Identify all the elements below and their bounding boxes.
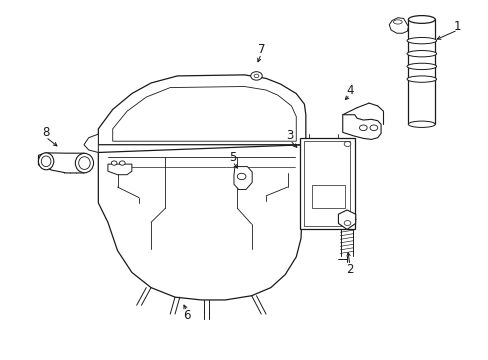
Bar — [304, 141, 349, 226]
Circle shape — [359, 125, 366, 131]
Polygon shape — [108, 164, 132, 175]
Text: 8: 8 — [42, 126, 49, 139]
Ellipse shape — [39, 153, 54, 170]
Circle shape — [111, 161, 117, 165]
Circle shape — [119, 161, 125, 165]
Circle shape — [369, 125, 377, 131]
Polygon shape — [342, 115, 380, 139]
Ellipse shape — [407, 121, 434, 127]
Bar — [299, 138, 354, 229]
Circle shape — [344, 141, 350, 147]
Ellipse shape — [393, 20, 401, 24]
Polygon shape — [388, 18, 407, 33]
Ellipse shape — [406, 76, 436, 82]
Text: 1: 1 — [453, 20, 461, 33]
Text: 7: 7 — [257, 43, 264, 56]
Polygon shape — [338, 210, 355, 229]
Polygon shape — [233, 167, 252, 189]
Text: 4: 4 — [346, 84, 353, 96]
Text: 2: 2 — [346, 264, 353, 276]
Polygon shape — [98, 145, 305, 300]
Circle shape — [250, 72, 262, 80]
Ellipse shape — [406, 50, 436, 57]
Text: 3: 3 — [286, 129, 293, 143]
Ellipse shape — [406, 63, 436, 69]
Circle shape — [344, 221, 350, 225]
Polygon shape — [112, 86, 296, 141]
Ellipse shape — [75, 153, 93, 173]
Ellipse shape — [406, 37, 436, 44]
Polygon shape — [98, 75, 305, 145]
Ellipse shape — [41, 156, 51, 167]
Text: 6: 6 — [183, 309, 190, 322]
Circle shape — [254, 74, 258, 78]
Text: 5: 5 — [228, 150, 236, 163]
Polygon shape — [39, 153, 84, 173]
Circle shape — [237, 173, 245, 180]
Bar — [311, 185, 345, 208]
Ellipse shape — [79, 157, 90, 170]
Polygon shape — [84, 134, 98, 153]
Ellipse shape — [407, 15, 434, 23]
